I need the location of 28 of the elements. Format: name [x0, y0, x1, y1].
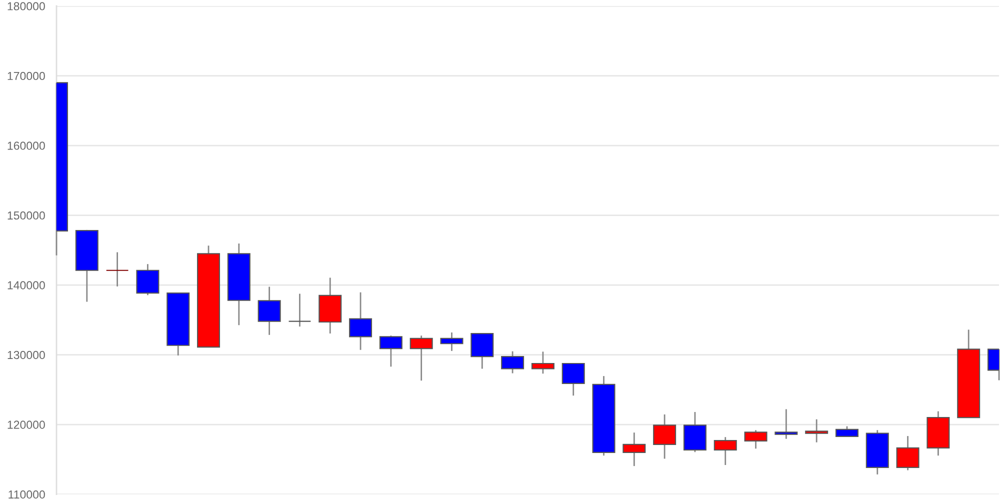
y-tick-label: 150000	[8, 211, 45, 220]
y-tick-label: 110000	[8, 490, 45, 499]
y-tick-label: 160000	[8, 142, 45, 150]
candlestick	[440, 332, 464, 352]
candlestick	[805, 418, 828, 444]
candlestick	[562, 362, 585, 396]
candlestick	[531, 350, 554, 374]
candlestick	[410, 334, 433, 382]
candlestick	[896, 435, 920, 471]
y-tick-label: 120000	[8, 420, 45, 429]
candlestick	[744, 429, 768, 450]
candlestick	[653, 414, 676, 460]
candlestick	[349, 292, 372, 351]
candlestick	[835, 426, 858, 438]
candlestick	[288, 293, 312, 328]
candlestick	[379, 334, 402, 368]
candlestick	[622, 432, 646, 467]
candlestick	[714, 436, 737, 466]
candlestick	[106, 252, 129, 288]
y-tick-label: 180000	[8, 2, 45, 10]
y-tick-label: 140000	[8, 281, 45, 290]
candlestick	[774, 408, 798, 440]
y-tick-label: 130000	[8, 350, 45, 360]
candlestick	[470, 332, 494, 370]
y-tick-label: 170000	[8, 72, 45, 80]
candlestick	[501, 350, 524, 374]
candlestick	[258, 286, 281, 336]
candlestick	[136, 263, 160, 296]
